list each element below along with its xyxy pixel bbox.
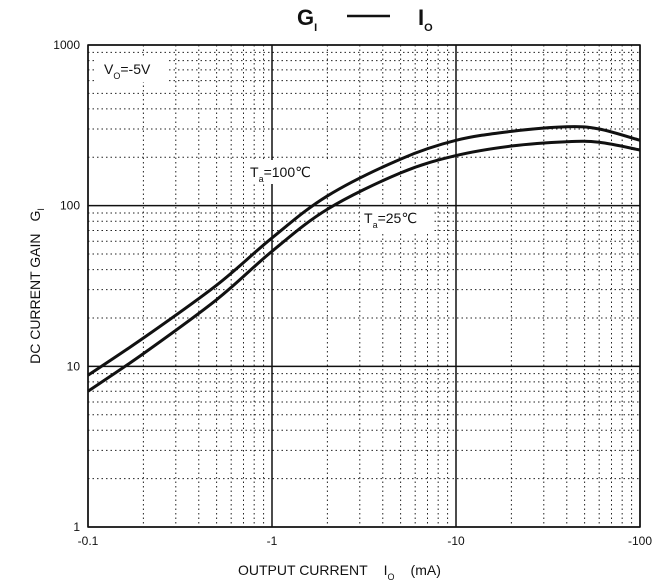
title-gi-main: G (297, 5, 314, 30)
y-tick-labels: 1 10 100 1000 (53, 38, 80, 534)
title-gi-sub: I (314, 22, 317, 34)
y-tick-label: 10 (67, 359, 81, 373)
x-tick-label: -10 (447, 534, 465, 548)
x-tick-labels: -0.1 -1 -10 -100 (78, 534, 653, 548)
y-tick-label: 1000 (53, 38, 80, 52)
title-gi: GI (297, 5, 317, 34)
condition-label-bg (96, 56, 166, 82)
t25-label: Ta=25℃ (364, 210, 417, 230)
t100-label-bg (246, 160, 328, 184)
x-axis-label: OUTPUT CURRENT IO (mA) (238, 562, 441, 582)
series-line-ta-25 (87, 139, 641, 393)
condition-label: VO=-5V (104, 61, 151, 81)
x-tick-label: -100 (628, 534, 652, 548)
y-tick-label: 1 (73, 520, 80, 534)
x-tick-label: -0.1 (78, 534, 99, 548)
major-grid (87, 44, 641, 528)
plot-frame (87, 44, 641, 528)
title-io-sub: O (424, 22, 433, 34)
title-io-main: I (418, 5, 424, 30)
x-tick-label: -1 (267, 534, 278, 548)
t25-label-bg (360, 207, 434, 231)
title-io: IO (418, 5, 433, 34)
t100-label: Ta=100℃ (250, 164, 311, 184)
y-axis-label: DC CURRENT GAINGI (27, 208, 46, 364)
series-line-ta-100 (87, 125, 641, 377)
y-tick-label: 100 (60, 199, 80, 213)
minor-grid (88, 45, 640, 527)
